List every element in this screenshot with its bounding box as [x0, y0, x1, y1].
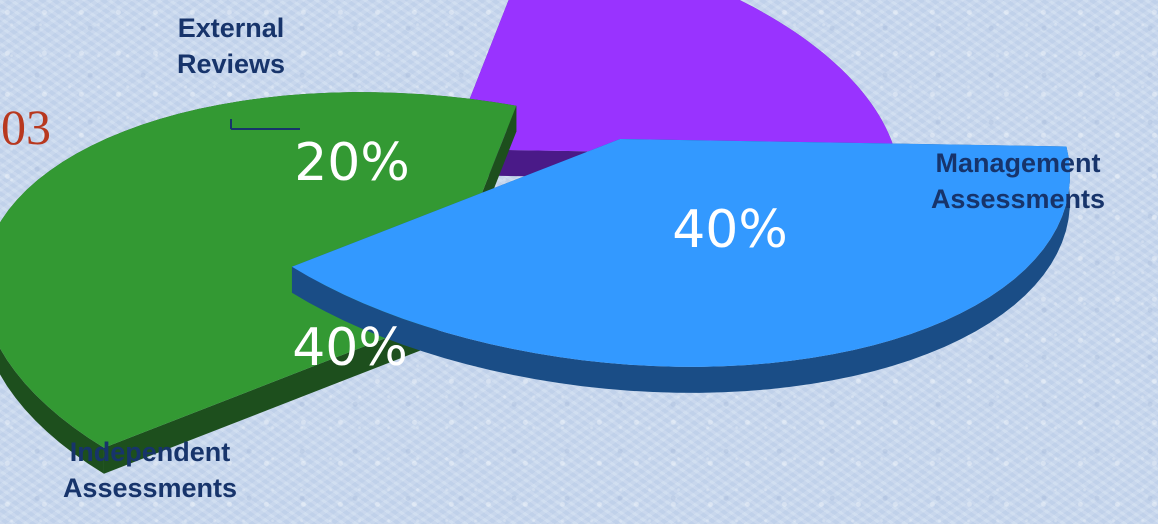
slice-top-management-assessments: [291, 139, 1070, 367]
value-label-independent-assessments: 40%: [292, 318, 408, 378]
category-label-independent-assessments: Independent Assessments: [63, 437, 237, 503]
slice-side-independent-assessments: [103, 320, 433, 474]
slice-rim-independent-assessments: [0, 92, 517, 474]
category-label-external-reviews: External Reviews: [177, 13, 285, 79]
pie-slice-management-assessments: [291, 139, 1070, 393]
value-label-management-assessments: 40%: [672, 200, 788, 260]
value-label-external-reviews: 20%: [294, 133, 410, 193]
slice-top-external-reviews: [450, 0, 897, 157]
corner-text: 003: [0, 99, 51, 155]
category-label-management-assessments: Management Assessments: [931, 148, 1105, 214]
slice-top-independent-assessments: [0, 92, 517, 448]
